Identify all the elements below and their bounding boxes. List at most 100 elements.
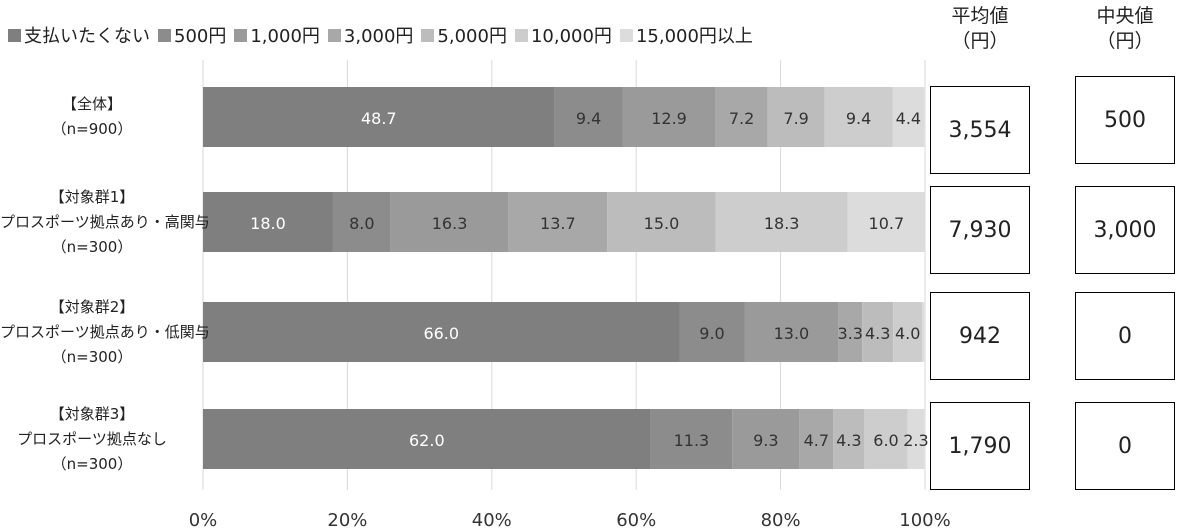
legend-swatch (327, 28, 341, 42)
category-label-line: （n=300） (51, 237, 133, 256)
bar-segment (554, 87, 623, 147)
value-label: 18.3 (764, 214, 800, 233)
bar-segment (508, 192, 608, 252)
legend-item: 500円 (158, 22, 226, 48)
value-label: 9.4 (576, 109, 601, 128)
mean-value-box: 1,790 (930, 402, 1030, 490)
x-tick-label: 80% (761, 510, 801, 531)
bar-segment (864, 409, 908, 469)
value-label: 12.9 (651, 109, 687, 128)
legend-swatch (158, 28, 171, 42)
x-tick-label: 40% (472, 510, 512, 531)
bar-segment (744, 302, 839, 362)
mean-value-box: 7,930 (930, 186, 1030, 274)
legend-swatch (619, 28, 633, 42)
legend-label: 1,000円 (250, 26, 320, 47)
bar-segment (203, 87, 555, 147)
category-label-line: （n=300） (51, 454, 133, 473)
value-label: 2.3 (903, 431, 928, 450)
legend-swatch (234, 28, 248, 42)
value-label: 4.0 (895, 324, 920, 343)
category-label-line: （n=900） (51, 120, 133, 138)
category-label-line: プロスポーツ拠点あり・高関与 (0, 212, 210, 231)
bar-segment (847, 192, 925, 252)
bar-segment (824, 87, 893, 147)
value-label: 4.7 (804, 431, 829, 450)
category-label: 【全体】 （n=900） (0, 92, 184, 142)
value-label: 6.0 (873, 431, 898, 450)
bar-segment (203, 302, 680, 362)
bar-segment (715, 87, 768, 147)
bar-segment (622, 87, 716, 147)
legend-label: 15,000円以上 (635, 26, 753, 47)
mean-header: 平均値 （円） (930, 4, 1030, 54)
legend-label: 3,000円 (343, 26, 414, 47)
value-label: 8.0 (349, 214, 374, 233)
category-label: 【対象群3】 プロスポーツ拠点なし （n=300） (0, 402, 184, 477)
median-value-box: 0 (1075, 402, 1175, 490)
bar-segment (767, 87, 825, 147)
value-label: 15.0 (644, 214, 680, 233)
value-label: 11.3 (674, 431, 710, 450)
value-label: 48.7 (361, 109, 397, 128)
bar-segment (732, 409, 800, 469)
value-label: 13.7 (540, 214, 576, 233)
bar-segment (799, 409, 834, 469)
mean-value-box: 3,554 (930, 86, 1030, 174)
bar-segment (833, 409, 865, 469)
value-label: 7.9 (783, 109, 808, 128)
median-value-box: 3,000 (1075, 186, 1175, 274)
mean-header-title: 平均値 (951, 5, 1009, 27)
bar-segment (390, 192, 509, 252)
bar-segment (862, 302, 894, 362)
value-label: 10.7 (869, 214, 905, 233)
bar-segment (650, 409, 733, 469)
value-label: 16.3 (432, 214, 468, 233)
bar-segment (893, 302, 923, 362)
legend-label: 5,000円 (437, 26, 507, 47)
legend-label: 支払いたくない (24, 26, 150, 47)
value-label: 7.2 (729, 109, 754, 128)
legend-item: 15,000円以上 (619, 22, 753, 48)
bar-segment (332, 192, 391, 252)
legend-item: 1,000円 (234, 22, 320, 48)
x-tick-label: 20% (327, 510, 367, 531)
bar-segment (607, 192, 716, 252)
median-value-box: 0 (1075, 292, 1175, 380)
legend-label: 500円 (174, 26, 227, 47)
legend-item: 3,000円 (327, 22, 414, 48)
bar-segment (679, 302, 745, 362)
category-label-line: 【対象群2】 (49, 297, 135, 316)
mean-value-box: 942 (930, 292, 1030, 380)
median-header: 中央値 （円） (1075, 4, 1175, 54)
category-label-line: 【全体】 (61, 95, 122, 113)
value-label: 9.0 (699, 324, 724, 343)
x-tick-label: 0% (189, 510, 218, 531)
value-label: 9.3 (753, 431, 778, 450)
category-label: 【対象群1】プロスポーツ拠点あり・高関与 （n=300） (0, 185, 210, 260)
legend-label: 10,000円 (530, 26, 612, 47)
value-label: 4.3 (865, 324, 890, 343)
legend-swatch (8, 28, 21, 42)
value-label: 9.4 (846, 109, 871, 128)
category-label-line: プロスポーツ拠点あり・低関与 (0, 322, 210, 341)
x-tick-label: 100% (899, 510, 950, 531)
value-label: 4.4 (896, 109, 921, 128)
legend-item: 5,000円 (421, 22, 507, 48)
legend-item: 支払いたくない (8, 22, 150, 48)
median-header-title: 中央値 (1096, 5, 1154, 27)
value-label: 13.0 (774, 324, 810, 343)
legend-item: 10,000円 (514, 22, 612, 48)
value-label: 62.0 (409, 431, 445, 450)
x-tick-label: 60% (616, 510, 656, 531)
category-label-line: （n=300） (51, 347, 133, 366)
category-label: 【対象群2】プロスポーツ拠点あり・低関与 （n=300） (0, 295, 210, 370)
legend-swatch (514, 28, 528, 42)
value-label: 66.0 (423, 324, 459, 343)
median-header-unit: （円） (1096, 30, 1154, 52)
value-label: 3.3 (838, 324, 863, 343)
mean-header-unit: （円） (951, 30, 1009, 52)
value-label: 4.3 (836, 431, 861, 450)
category-label-line: 【対象群1】 (49, 187, 135, 206)
